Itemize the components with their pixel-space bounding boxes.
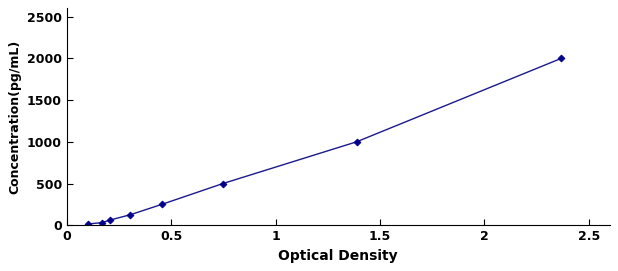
Y-axis label: Concentration(pg/mL): Concentration(pg/mL) <box>8 40 22 194</box>
X-axis label: Optical Density: Optical Density <box>278 249 398 263</box>
